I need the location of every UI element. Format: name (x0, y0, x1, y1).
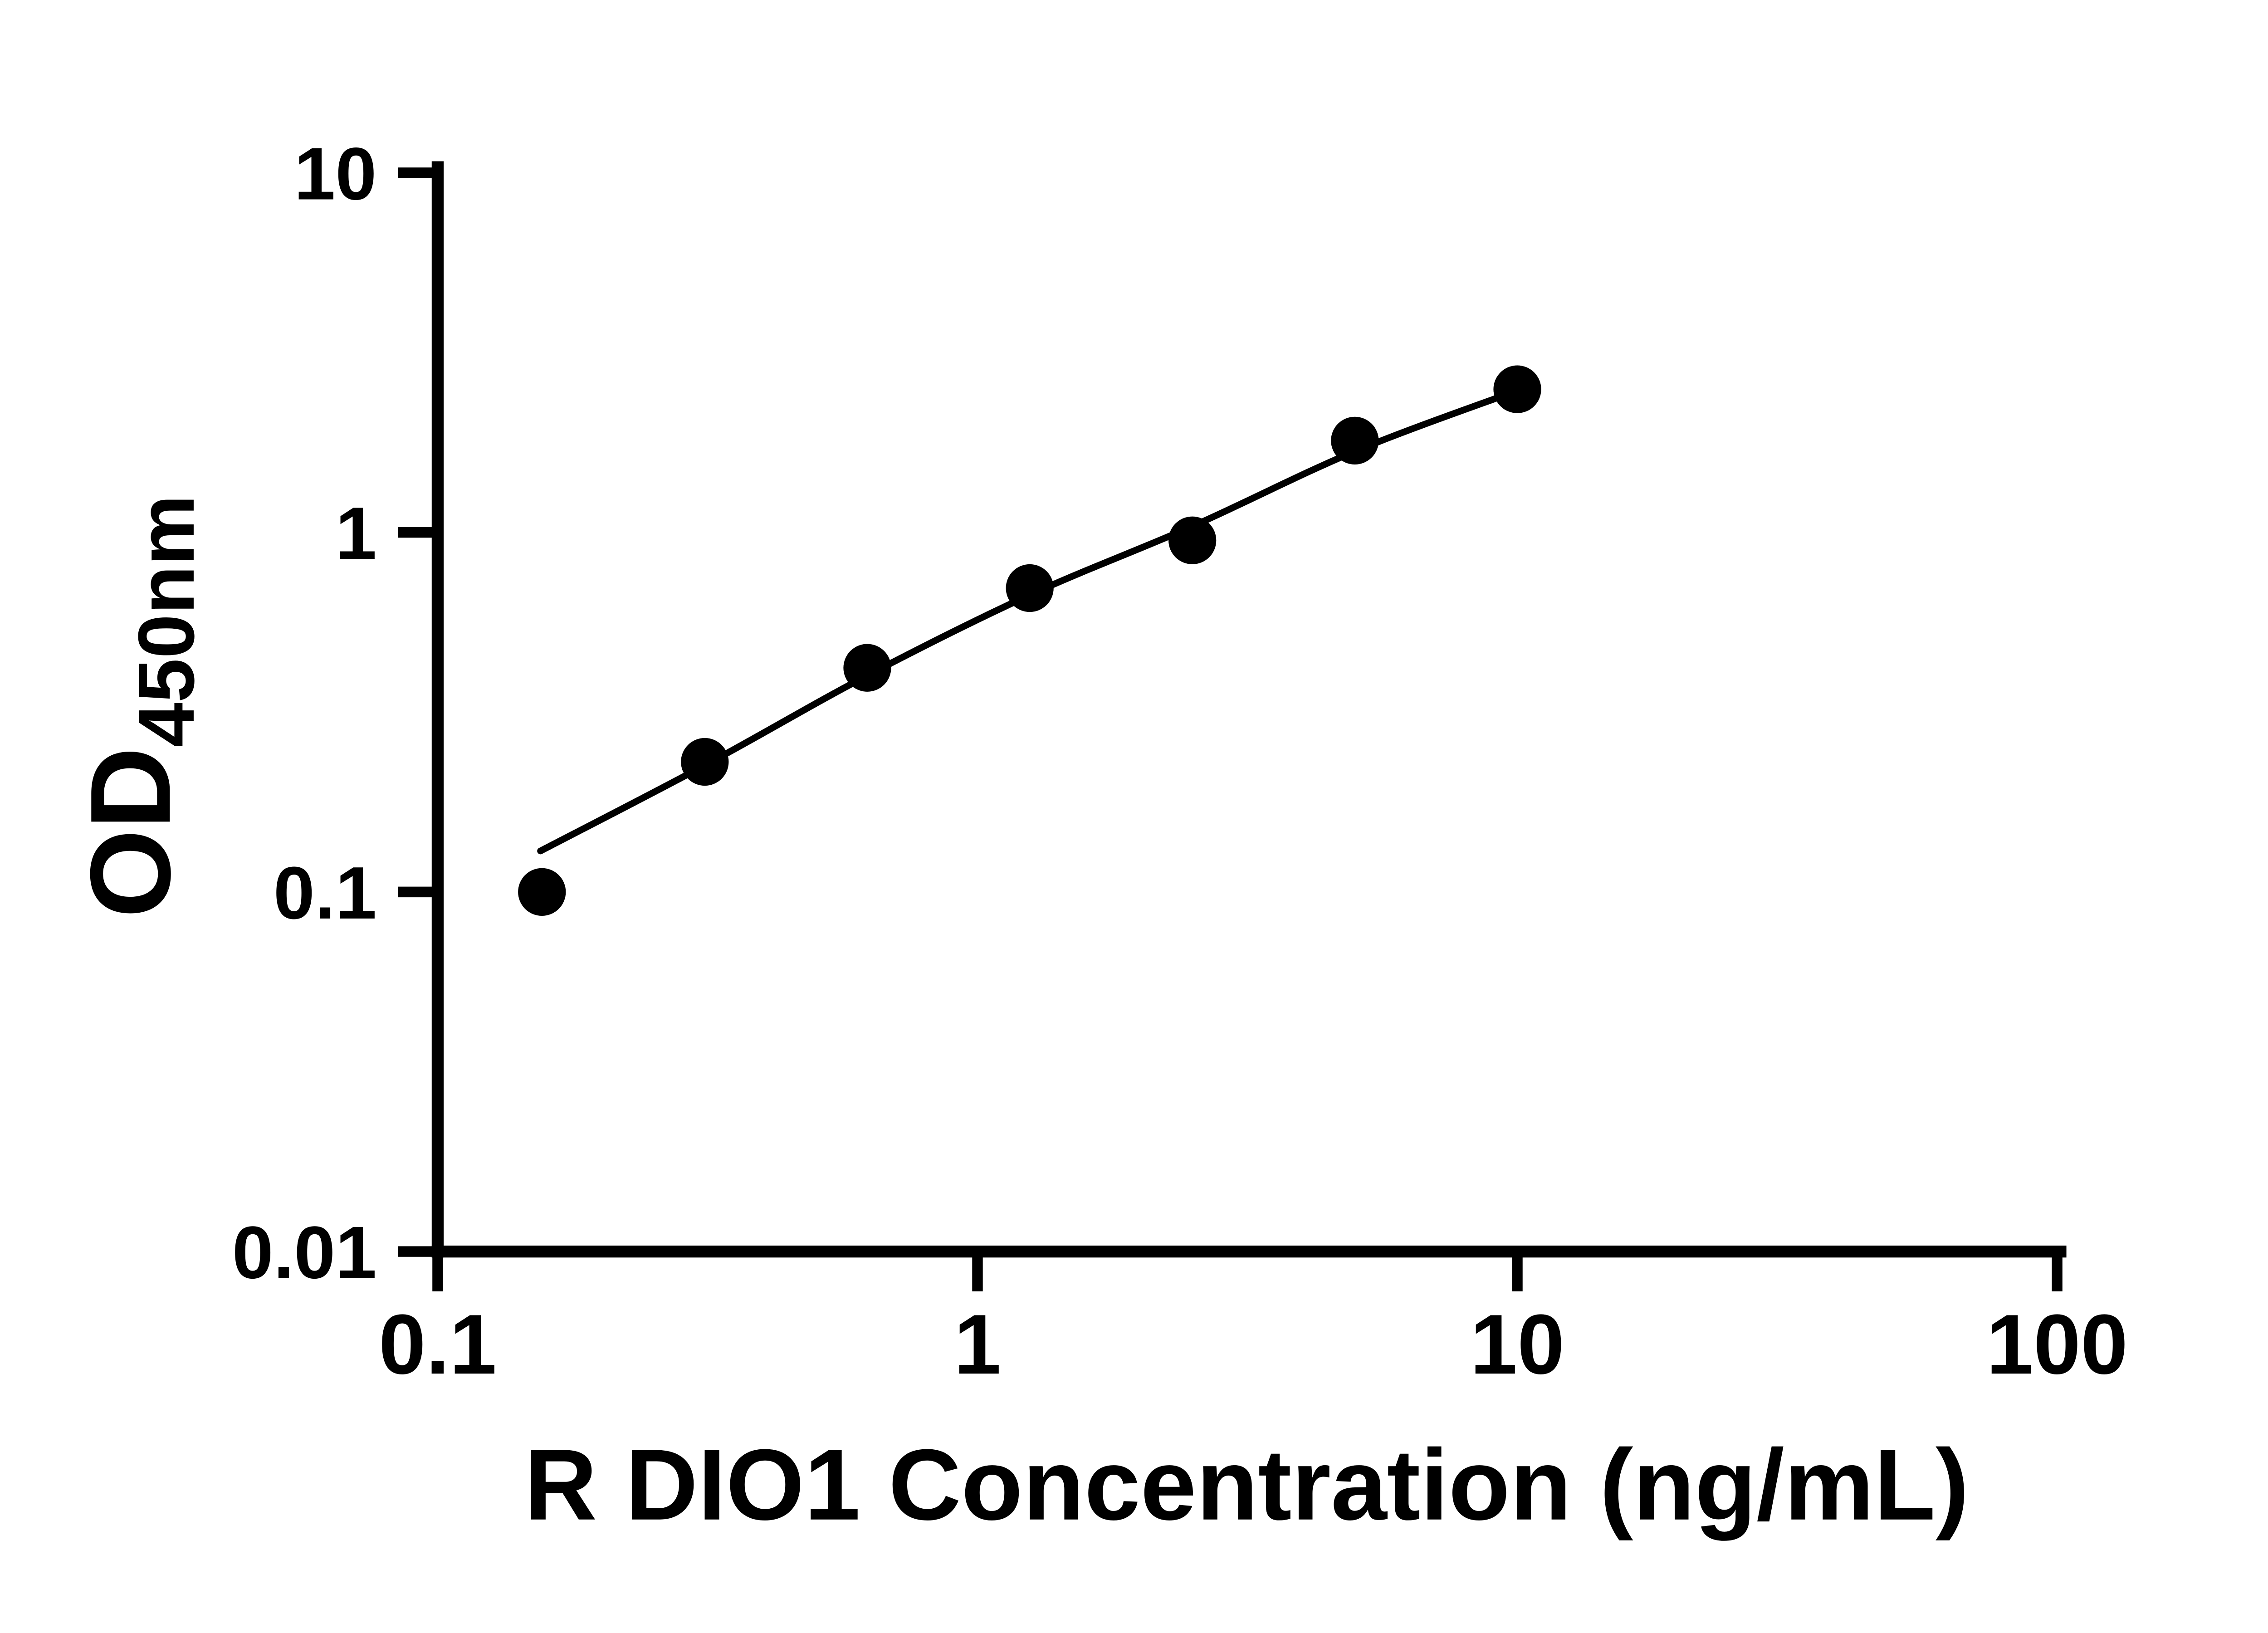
y-tick-label: 1 (335, 492, 376, 575)
fit-curve-layer (537, 387, 1521, 855)
x-tick-label: 10 (1470, 1297, 1564, 1392)
y-axis-title: OD450nm (67, 495, 211, 918)
x-tick-label: 100 (1986, 1297, 2128, 1392)
y-axis-title-subscript: 450nm (122, 495, 211, 747)
data-point-marker (1006, 564, 1054, 612)
fit-curve-line (537, 387, 1521, 855)
data-point-marker (843, 644, 891, 692)
data-point-marker (1168, 516, 1217, 564)
y-tick-label: 10 (294, 132, 376, 215)
y-axis-title-main: OD (67, 747, 194, 918)
data-point-marker (1331, 416, 1379, 464)
y-axis-ticks: 0.01 0.1 1 10 (232, 132, 438, 1294)
data-point-marker (518, 868, 566, 916)
x-tick-label: 1 (954, 1297, 1001, 1392)
data-point-marker (1493, 365, 1541, 413)
data-point-marker (681, 738, 729, 786)
y-tick-label: 0.01 (232, 1211, 377, 1294)
x-axis-title: R DIO1 Concentration (ng/mL) (524, 1429, 1969, 1541)
x-axis-ticks: 0.1 1 10 100 (379, 1252, 2128, 1392)
y-tick-label: 0.1 (274, 851, 377, 934)
data-points-layer (518, 365, 1541, 916)
axes-layer (431, 161, 2067, 1258)
x-tick-label: 0.1 (379, 1297, 497, 1392)
